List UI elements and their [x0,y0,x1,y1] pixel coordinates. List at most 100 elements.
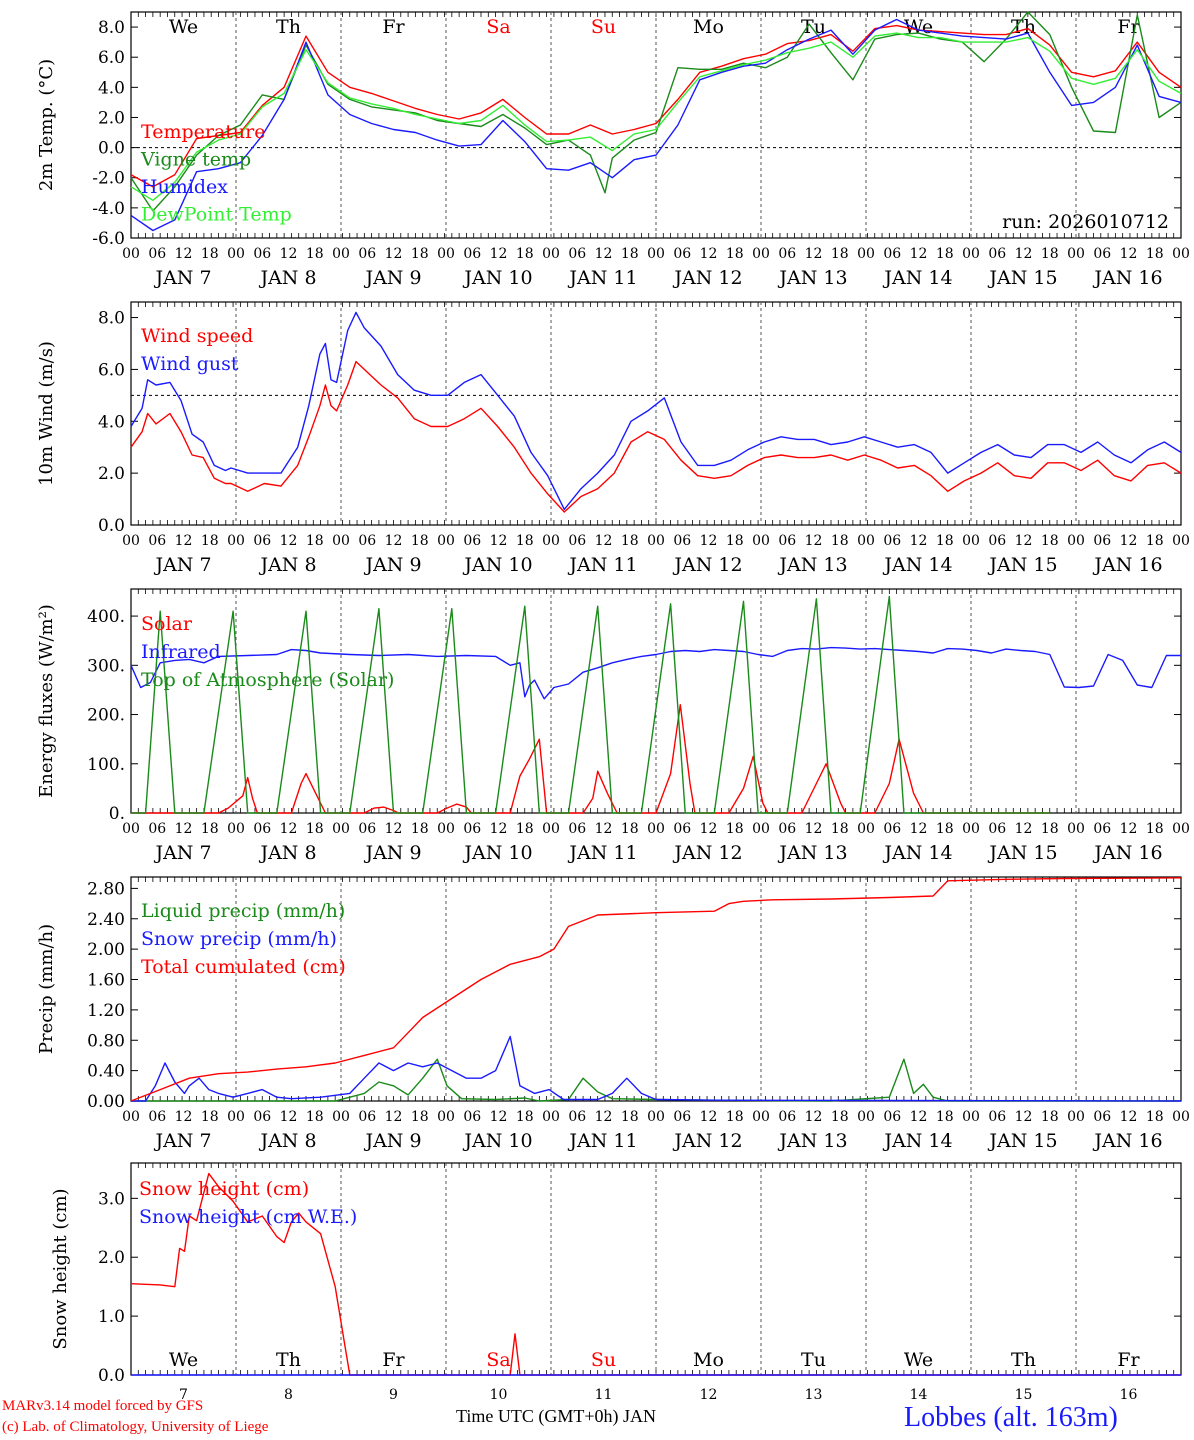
legend-entry: Snow precip (mm/h) [141,928,337,950]
weekday-label: Mo [693,1349,724,1371]
series-line-temperature [130,24,1182,188]
x-hour-label: 12 [280,246,298,262]
x-hour-label: 18 [201,246,219,262]
x-hour-label: 18 [726,533,744,549]
weekday-label: Sa [486,1349,510,1371]
x-hour-label: 00 [122,821,140,837]
x-hour-label: 00 [332,533,350,549]
station-label: Lobbes (alt. 163m) [904,1402,1118,1433]
x-hour-label: 00 [752,1109,770,1125]
x-hour-label: 00 [227,1109,245,1125]
legend-entry: Temperature [141,121,265,143]
x-hour-label: 18 [411,533,429,549]
y-tick-label: 4.0 [98,78,125,98]
legend-entry: Infrared [141,641,221,663]
series-line-liquid-precip-mm-h- [131,1058,1181,1102]
y-tick-label: 2.00 [87,940,125,960]
x-hour-label: 00 [962,533,980,549]
x-hour-label: 00 [857,533,875,549]
series-line-infrared [130,646,1181,700]
x-day-number: 7 [179,1387,188,1403]
weekday-label: Fr [1117,1349,1140,1371]
x-hour-label: 12 [280,821,298,837]
y-tick-label: 400. [87,607,125,627]
series-line-wind-gust [130,311,1182,511]
x-hour-label: 12 [910,246,928,262]
x-hour-label: 00 [542,533,560,549]
y-tick-label: 3.0 [98,1189,125,1209]
x-hour-label: 00 [1067,1109,1085,1125]
x-hour-label: 18 [1041,533,1059,549]
x-date-label: JAN 13 [777,1130,847,1152]
x-hour-label: 00 [437,533,455,549]
x-hour-label: 06 [673,821,691,837]
x-hour-label: 06 [673,246,691,262]
x-hour-label: 12 [700,821,718,837]
x-hour-label: 06 [1093,246,1111,262]
y-axis-label-snow: Snow height (cm) [50,1188,71,1349]
x-hour-label: 12 [1120,246,1138,262]
x-hour-label: 06 [463,1109,481,1125]
x-hour-label: 18 [516,533,534,549]
x-hour-label: 06 [358,821,376,837]
legend-entry: Snow height (cm) [139,1178,309,1200]
x-hour-label: 12 [700,246,718,262]
x-hour-label: 18 [831,1109,849,1125]
x-date-label: JAN 11 [567,842,637,864]
x-hour-label: 18 [1146,246,1164,262]
x-hour-label: 00 [752,821,770,837]
x-hour-label: 12 [910,533,928,549]
x-hour-label: 18 [621,821,639,837]
y-axis-label-energy: Energy fluxes (W/m²) [36,604,57,798]
x-hour-label: 06 [148,246,166,262]
x-hour-label: 18 [201,533,219,549]
y-axis-label-precip: Precip (mm/h) [36,924,57,1054]
x-hour-label: 00 [542,1109,560,1125]
x-hour-label: 18 [306,821,324,837]
x-hour-label: 00 [122,533,140,549]
x-hour-label: 06 [253,1109,271,1125]
weekday-label: Fr [382,1349,405,1371]
legend-entry: Vigne temp [140,149,251,171]
x-hour-label: 12 [385,246,403,262]
y-tick-label: 1.0 [98,1307,125,1327]
x-date-label: JAN 8 [258,1130,316,1152]
x-hour-label: 00 [962,821,980,837]
x-hour-label: 06 [778,246,796,262]
panel-frame-energy [130,588,1182,814]
x-hour-label: 12 [385,533,403,549]
weekday-label: Fr [1117,16,1140,38]
x-hour-label: 00 [122,246,140,262]
x-hour-label: 12 [805,246,823,262]
y-tick-label: 1.20 [87,1001,125,1021]
x-hour-label: 00 [332,1109,350,1125]
x-hour-label: 12 [700,1109,718,1125]
x-hour-label: 18 [411,821,429,837]
x-hour-label: 12 [385,821,403,837]
x-hour-label: 18 [306,1109,324,1125]
x-date-label: JAN 16 [1092,1130,1162,1152]
x-hour-label: 06 [778,533,796,549]
y-tick-label: 0.00 [87,1092,125,1112]
x-hour-label: 12 [595,246,613,262]
y-tick-label: -6.0 [92,229,125,249]
x-hour-label: 00 [332,246,350,262]
x-hour-label: 06 [148,821,166,837]
x-hour-label: 12 [280,1109,298,1125]
x-hour-label: 12 [175,821,193,837]
x-hour-label: 12 [385,1109,403,1125]
x-hour-label: 18 [621,533,639,549]
x-hour-label: 18 [1146,533,1164,549]
x-hour-label: 06 [568,246,586,262]
x-hour-label: 12 [1120,821,1138,837]
x-hour-label: 18 [306,533,324,549]
legend-entry: Humidex [141,176,228,198]
x-hour-label: 00 [542,821,560,837]
y-tick-label: -2.0 [92,169,125,189]
x-hour-label: 06 [1093,821,1111,837]
x-hour-label: 12 [175,246,193,262]
x-hour-label: 12 [805,821,823,837]
x-hour-label: 12 [1015,246,1033,262]
x-hour-label: 00 [1172,533,1190,549]
y-tick-label: 0.80 [87,1031,125,1051]
